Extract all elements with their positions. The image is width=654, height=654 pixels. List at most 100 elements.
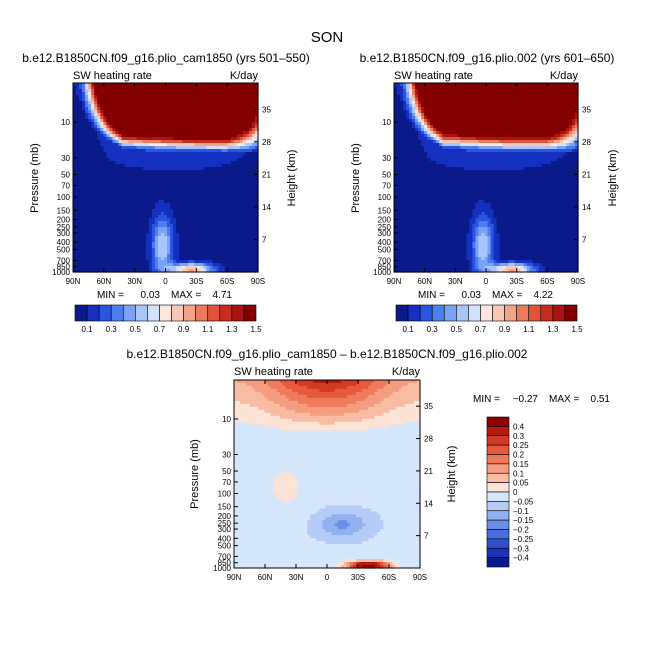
field-cell	[547, 83, 552, 87]
field-cell	[245, 188, 250, 192]
field-cell	[167, 125, 171, 129]
field-cell	[200, 179, 205, 183]
field-cell	[94, 137, 98, 141]
field-cell	[239, 119, 244, 123]
field-cell	[215, 101, 220, 105]
field-cell	[170, 137, 174, 141]
field-cell	[427, 104, 431, 108]
field-cell	[227, 155, 232, 159]
field-cell	[191, 263, 195, 267]
field-cell	[427, 92, 431, 96]
colorbar-swatch	[195, 304, 209, 322]
field-cell	[218, 242, 223, 246]
field-cell	[115, 251, 120, 255]
field-cell	[163, 149, 168, 153]
field-cell	[409, 86, 413, 90]
field-cell	[224, 236, 229, 240]
field-cell	[191, 218, 195, 222]
panel-1-min-label: MIN =	[97, 290, 124, 301]
field-cell	[418, 98, 422, 102]
field-cell	[472, 98, 477, 102]
field-cell	[167, 116, 171, 120]
field-cell	[197, 188, 201, 192]
field-cell	[179, 245, 183, 249]
field-cell	[82, 212, 86, 216]
field-cell	[197, 95, 201, 99]
field-cell	[157, 95, 162, 99]
field-cell	[145, 158, 150, 162]
field-cell	[136, 128, 141, 132]
field-cell	[130, 200, 135, 204]
field-cell	[85, 92, 89, 96]
field-cell	[197, 131, 201, 135]
field-cell	[176, 206, 180, 210]
field-cell	[209, 164, 214, 168]
field-cell	[109, 221, 114, 225]
field-cell	[167, 107, 171, 111]
field-cell	[230, 158, 235, 162]
field-cell	[103, 203, 107, 207]
field-cell	[106, 260, 110, 264]
field-cell	[206, 152, 211, 156]
field-cell	[118, 185, 123, 189]
field-cell	[142, 260, 147, 264]
field-cell	[188, 134, 192, 138]
field-cell	[97, 155, 101, 159]
field-cell	[148, 203, 153, 207]
field-cell	[85, 269, 89, 273]
field-cell	[154, 269, 159, 273]
field-cell	[151, 152, 156, 156]
field-cell	[124, 137, 129, 141]
field-cell	[514, 95, 519, 99]
field-cell	[112, 122, 117, 126]
field-cell	[160, 257, 165, 261]
field-cell	[109, 194, 114, 198]
field-cell	[248, 176, 253, 180]
field-cell	[173, 86, 177, 90]
field-cell	[130, 245, 135, 249]
field-cell	[179, 155, 183, 159]
field-cell	[88, 257, 92, 261]
field-cell	[197, 167, 201, 171]
field-cell	[121, 113, 126, 117]
field-cell	[157, 236, 162, 240]
field-cell	[157, 227, 162, 231]
field-cell	[79, 155, 83, 159]
field-cell	[242, 242, 247, 246]
field-cell	[233, 89, 238, 93]
field-cell	[142, 122, 147, 126]
field-cell	[76, 182, 80, 186]
field-cell	[79, 212, 83, 216]
field-cell	[130, 176, 135, 180]
field-cell	[151, 248, 156, 252]
field-cell	[173, 113, 177, 117]
field-cell	[145, 266, 150, 270]
field-cell	[133, 185, 138, 189]
field-cell	[418, 101, 422, 105]
field-cell	[191, 194, 195, 198]
field-cell	[203, 257, 208, 261]
field-cell	[233, 218, 238, 222]
field-cell	[499, 101, 504, 105]
field-cell	[206, 260, 211, 264]
field-cell	[139, 209, 144, 213]
field-cell	[227, 185, 232, 189]
field-cell	[197, 86, 201, 90]
field-cell	[194, 101, 198, 105]
field-cell	[185, 167, 189, 171]
field-cell	[200, 185, 205, 189]
field-cell	[133, 221, 138, 225]
field-cell	[191, 257, 195, 261]
field-cell	[76, 98, 80, 102]
field-cell	[79, 185, 83, 189]
field-cell	[167, 233, 171, 237]
field-cell	[523, 83, 528, 87]
field-cell	[224, 215, 229, 219]
field-cell	[239, 146, 244, 150]
field-cell	[209, 143, 214, 147]
field-cell	[124, 98, 129, 102]
field-cell	[97, 218, 101, 222]
field-cell	[145, 107, 150, 111]
field-cell	[97, 131, 101, 135]
field-cell	[179, 101, 183, 105]
